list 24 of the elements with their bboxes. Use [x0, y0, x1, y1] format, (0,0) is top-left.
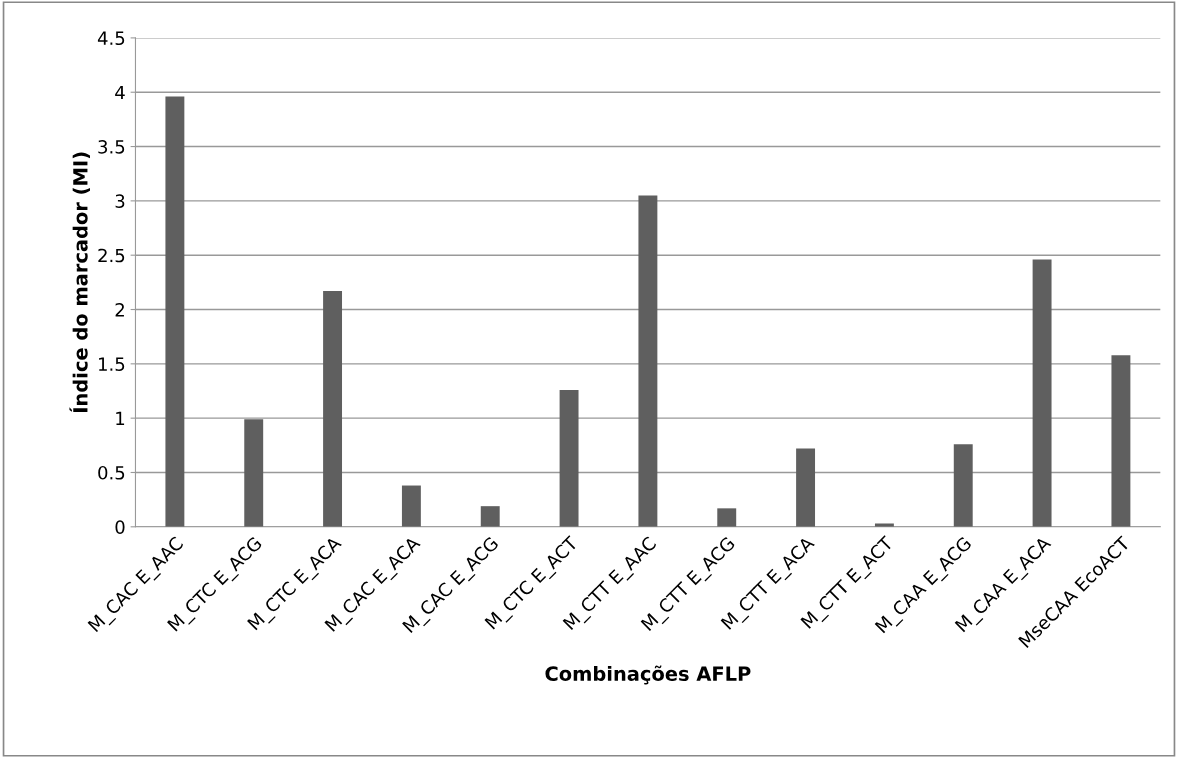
x-axis-title: Combinações AFLP: [545, 665, 751, 685]
y-axis-title: Índice do marcador (MI): [69, 152, 90, 412]
bar: [796, 448, 816, 527]
y-tick-label: 3.5: [98, 140, 125, 154]
bar: [953, 444, 973, 527]
bar: [165, 96, 185, 527]
bar: [1111, 355, 1131, 527]
y-tick-label: 0.5: [98, 465, 125, 480]
bar: [480, 506, 500, 527]
bar: [717, 508, 737, 527]
y-tick-label: 2: [115, 302, 124, 317]
bar: [1032, 259, 1052, 527]
y-tick-label: 4.5: [97, 31, 125, 46]
y-tick-label: 1.5: [99, 357, 125, 371]
y-tick-label: 3: [115, 194, 125, 208]
y-tick-label: 1: [116, 411, 125, 426]
y-tick-label: 2.5: [98, 248, 125, 263]
bar: [559, 389, 579, 527]
bar: [244, 419, 264, 527]
bar: [401, 485, 421, 527]
bar: [323, 291, 343, 527]
y-tick-label: 0: [115, 520, 125, 534]
bar: [638, 195, 658, 527]
y-tick-label: 4: [115, 85, 125, 100]
